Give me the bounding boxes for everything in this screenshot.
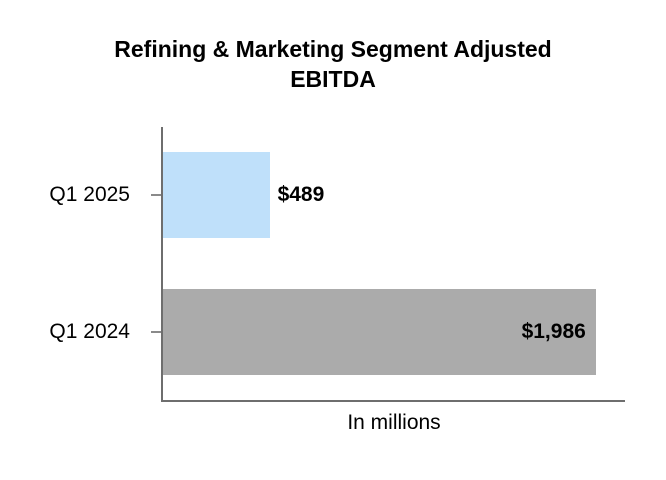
value-label: $1,986 xyxy=(521,319,586,343)
bar xyxy=(163,288,596,375)
chart-title: Refining & Marketing Segment Adjusted EB… xyxy=(114,36,552,92)
category-label: Q1 2025 xyxy=(49,183,130,207)
x-axis-line xyxy=(161,400,625,402)
y-axis-tick xyxy=(151,194,161,197)
category-label: Q1 2024 xyxy=(49,319,130,343)
x-axis-label: In millions xyxy=(347,411,441,434)
y-axis-tick xyxy=(151,330,161,333)
bar xyxy=(163,152,270,239)
plot-area: Q1 2025 $489 Q1 2024 $1,986 xyxy=(49,127,625,400)
y-axis-line xyxy=(161,127,163,402)
value-label: $489 xyxy=(277,183,325,207)
